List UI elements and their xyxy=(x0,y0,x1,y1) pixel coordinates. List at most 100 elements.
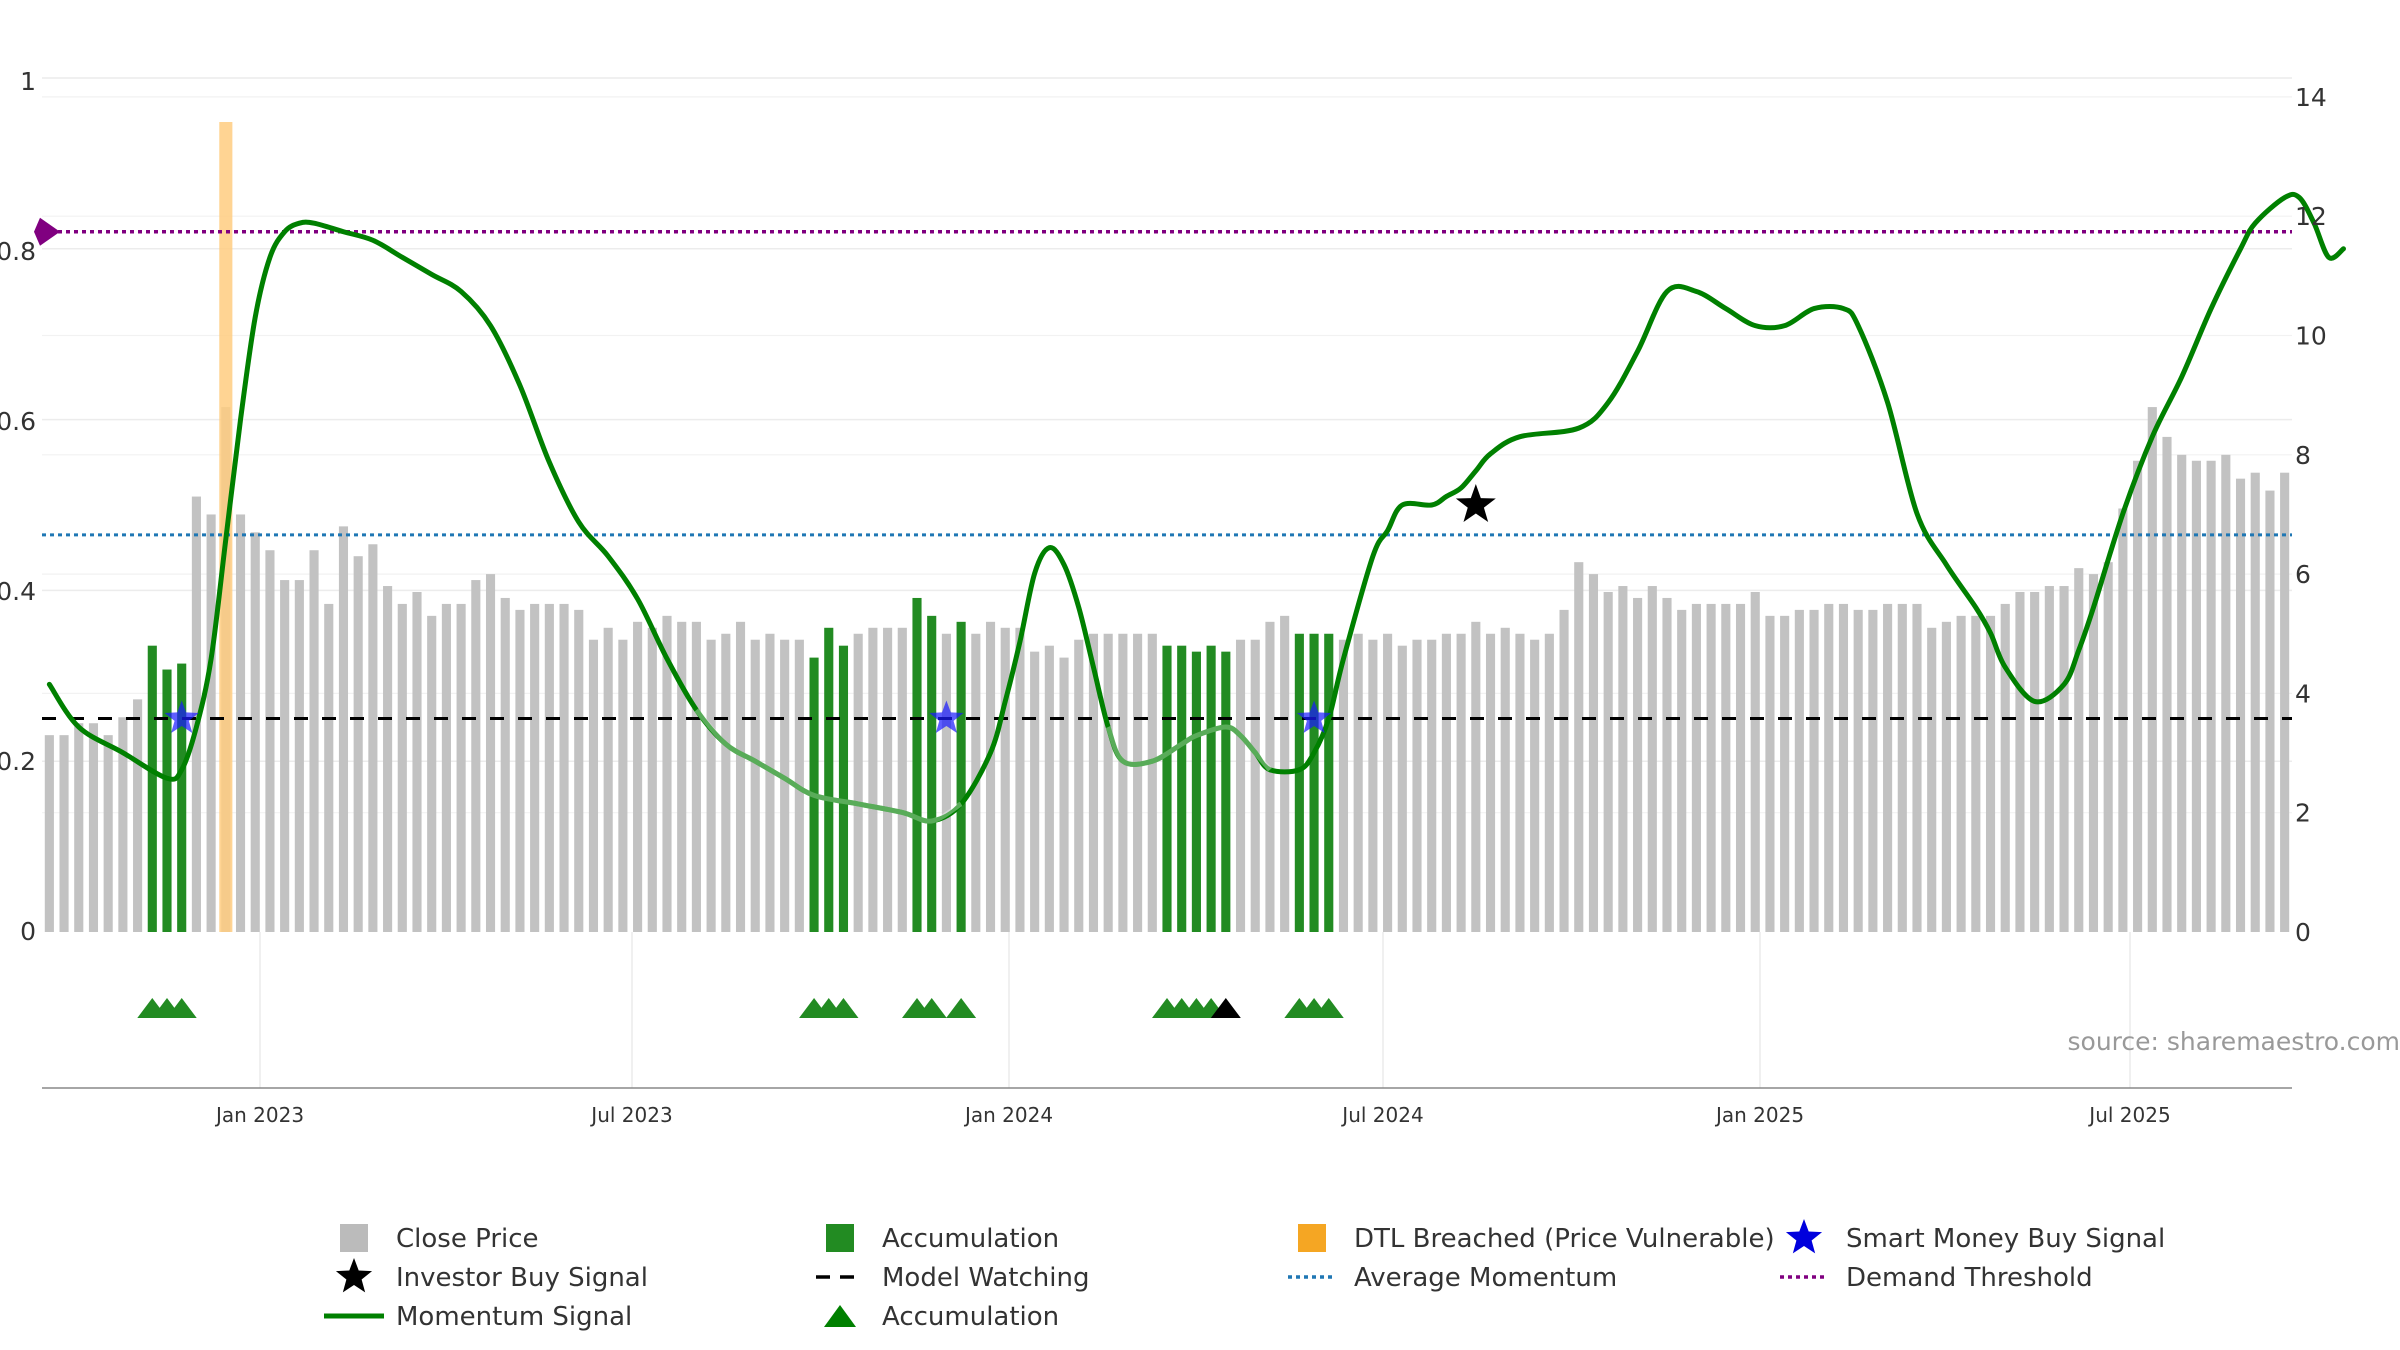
watch-triangle xyxy=(1210,998,1241,1018)
x-tick-label: Jan 2024 xyxy=(963,1103,1053,1127)
close-price-bar xyxy=(2147,407,2157,933)
signal-markers xyxy=(137,484,1496,1018)
close-price-bar xyxy=(1912,603,1922,932)
close-price-bar xyxy=(1265,621,1275,932)
close-price-bar xyxy=(1750,591,1760,932)
close-price-bar xyxy=(103,735,113,932)
accumulation-triangle xyxy=(166,998,197,1018)
legend-label: Accumulation xyxy=(882,1302,1059,1332)
close-price-bar xyxy=(485,574,496,932)
close-price-bar xyxy=(44,735,54,932)
close-price-bar xyxy=(765,633,775,932)
legend-item: DTL Breached (Price Vulnerable) xyxy=(1298,1224,1775,1254)
close-price-bar xyxy=(1338,639,1349,932)
close-price-bar xyxy=(2177,454,2187,932)
close-price-bar xyxy=(2221,454,2231,932)
legend-label: Model Watching xyxy=(882,1263,1089,1293)
close-price-bar xyxy=(1838,603,1849,932)
close-price-bar xyxy=(1471,621,1481,932)
close-price-bar xyxy=(1780,615,1790,932)
close-price-bar xyxy=(868,627,878,932)
legend-label: DTL Breached (Price Vulnerable) xyxy=(1354,1224,1775,1254)
right-tick-label: 12 xyxy=(2295,202,2327,231)
accumulation-bar xyxy=(1177,645,1187,932)
demand-threshold-marker xyxy=(34,217,60,246)
close-price-bar xyxy=(1677,609,1687,932)
close-price-bar xyxy=(250,532,260,932)
close-price-bar xyxy=(1897,603,1907,932)
accumulation-bar xyxy=(912,597,922,932)
left-tick-label: 0.4 xyxy=(0,577,36,606)
close-price-bar xyxy=(1883,603,1893,932)
close-price-bar xyxy=(353,556,363,932)
close-price-bar xyxy=(1603,591,1613,932)
close-price-bar xyxy=(544,603,554,932)
legend-star-icon xyxy=(335,1258,373,1293)
legend-label: Accumulation xyxy=(882,1224,1059,1254)
accumulation-bar xyxy=(147,645,157,932)
close-price-bar xyxy=(1721,603,1731,932)
accumulation-bar xyxy=(162,669,172,932)
close-price-bar xyxy=(647,627,657,932)
close-price-bar xyxy=(383,586,393,932)
grid xyxy=(42,77,2292,1088)
left-tick-label: 0 xyxy=(20,917,36,946)
close-price-bar xyxy=(1250,639,1260,932)
close-price-bar xyxy=(235,514,246,932)
close-price-bar xyxy=(441,603,451,932)
close-price-bar xyxy=(618,639,628,932)
legend-label: Demand Threshold xyxy=(1846,1263,2093,1293)
legend-label: Momentum Signal xyxy=(396,1302,632,1332)
close-price-bar xyxy=(1427,639,1437,932)
close-price-bars xyxy=(44,122,2290,933)
close-price-bar xyxy=(280,580,290,932)
legend-star-icon xyxy=(1785,1219,1823,1254)
legend-label: Investor Buy Signal xyxy=(396,1263,648,1293)
close-price-bar xyxy=(1059,657,1069,932)
close-price-bar xyxy=(941,633,951,932)
close-price-bar xyxy=(2235,478,2246,932)
close-price-bar xyxy=(515,609,525,932)
close-price-bar xyxy=(1515,633,1525,932)
close-price-bar xyxy=(1044,645,1054,932)
legend: Close Price Accumulation DTL Breached (Pri… xyxy=(324,1219,2165,1332)
accumulation-bar xyxy=(1191,651,1201,932)
momentum-faded-segment xyxy=(1105,724,1272,772)
close-price-bar xyxy=(1397,645,1407,932)
close-price-bar xyxy=(603,627,613,932)
close-price-bar xyxy=(1235,639,1246,932)
close-price-bar xyxy=(133,699,143,932)
close-price-bar xyxy=(74,723,84,932)
close-price-bar xyxy=(1735,603,1746,932)
close-price-bar xyxy=(1368,639,1378,932)
close-price-bar xyxy=(2103,562,2113,932)
close-price-bar xyxy=(1353,633,1363,932)
accumulation-bar xyxy=(1162,645,1172,932)
x-tick-label: Jan 2023 xyxy=(214,1103,304,1127)
close-price-bar xyxy=(59,735,69,932)
close-price-bar xyxy=(2044,586,2054,932)
close-price-bar xyxy=(1765,615,1775,932)
legend-label: Smart Money Buy Signal xyxy=(1846,1224,2165,1254)
close-price-bar xyxy=(1118,633,1128,932)
close-price-bar xyxy=(2280,472,2290,932)
close-price-bar xyxy=(309,550,319,932)
close-price-bar xyxy=(750,639,760,932)
close-price-bar xyxy=(735,621,746,932)
right-tick-label: 14 xyxy=(2295,83,2327,112)
close-price-bar xyxy=(2162,436,2172,932)
close-price-bar xyxy=(88,723,99,932)
legend-triangle-icon xyxy=(824,1305,856,1327)
right-tick-label: 4 xyxy=(2295,679,2311,708)
momentum-faded-segment xyxy=(694,708,963,824)
close-price-bar xyxy=(853,633,863,932)
left-tick-label: 0.6 xyxy=(0,407,36,436)
close-price-bar xyxy=(1662,597,1672,932)
right-tick-label: 2 xyxy=(2295,799,2311,828)
close-price-bar xyxy=(721,633,731,932)
close-price-bar xyxy=(500,597,510,932)
legend-item: Momentum Signal xyxy=(324,1302,632,1332)
accumulation-bar xyxy=(1309,633,1319,932)
accumulation-bar xyxy=(1324,633,1334,932)
close-price-bar xyxy=(706,639,716,932)
